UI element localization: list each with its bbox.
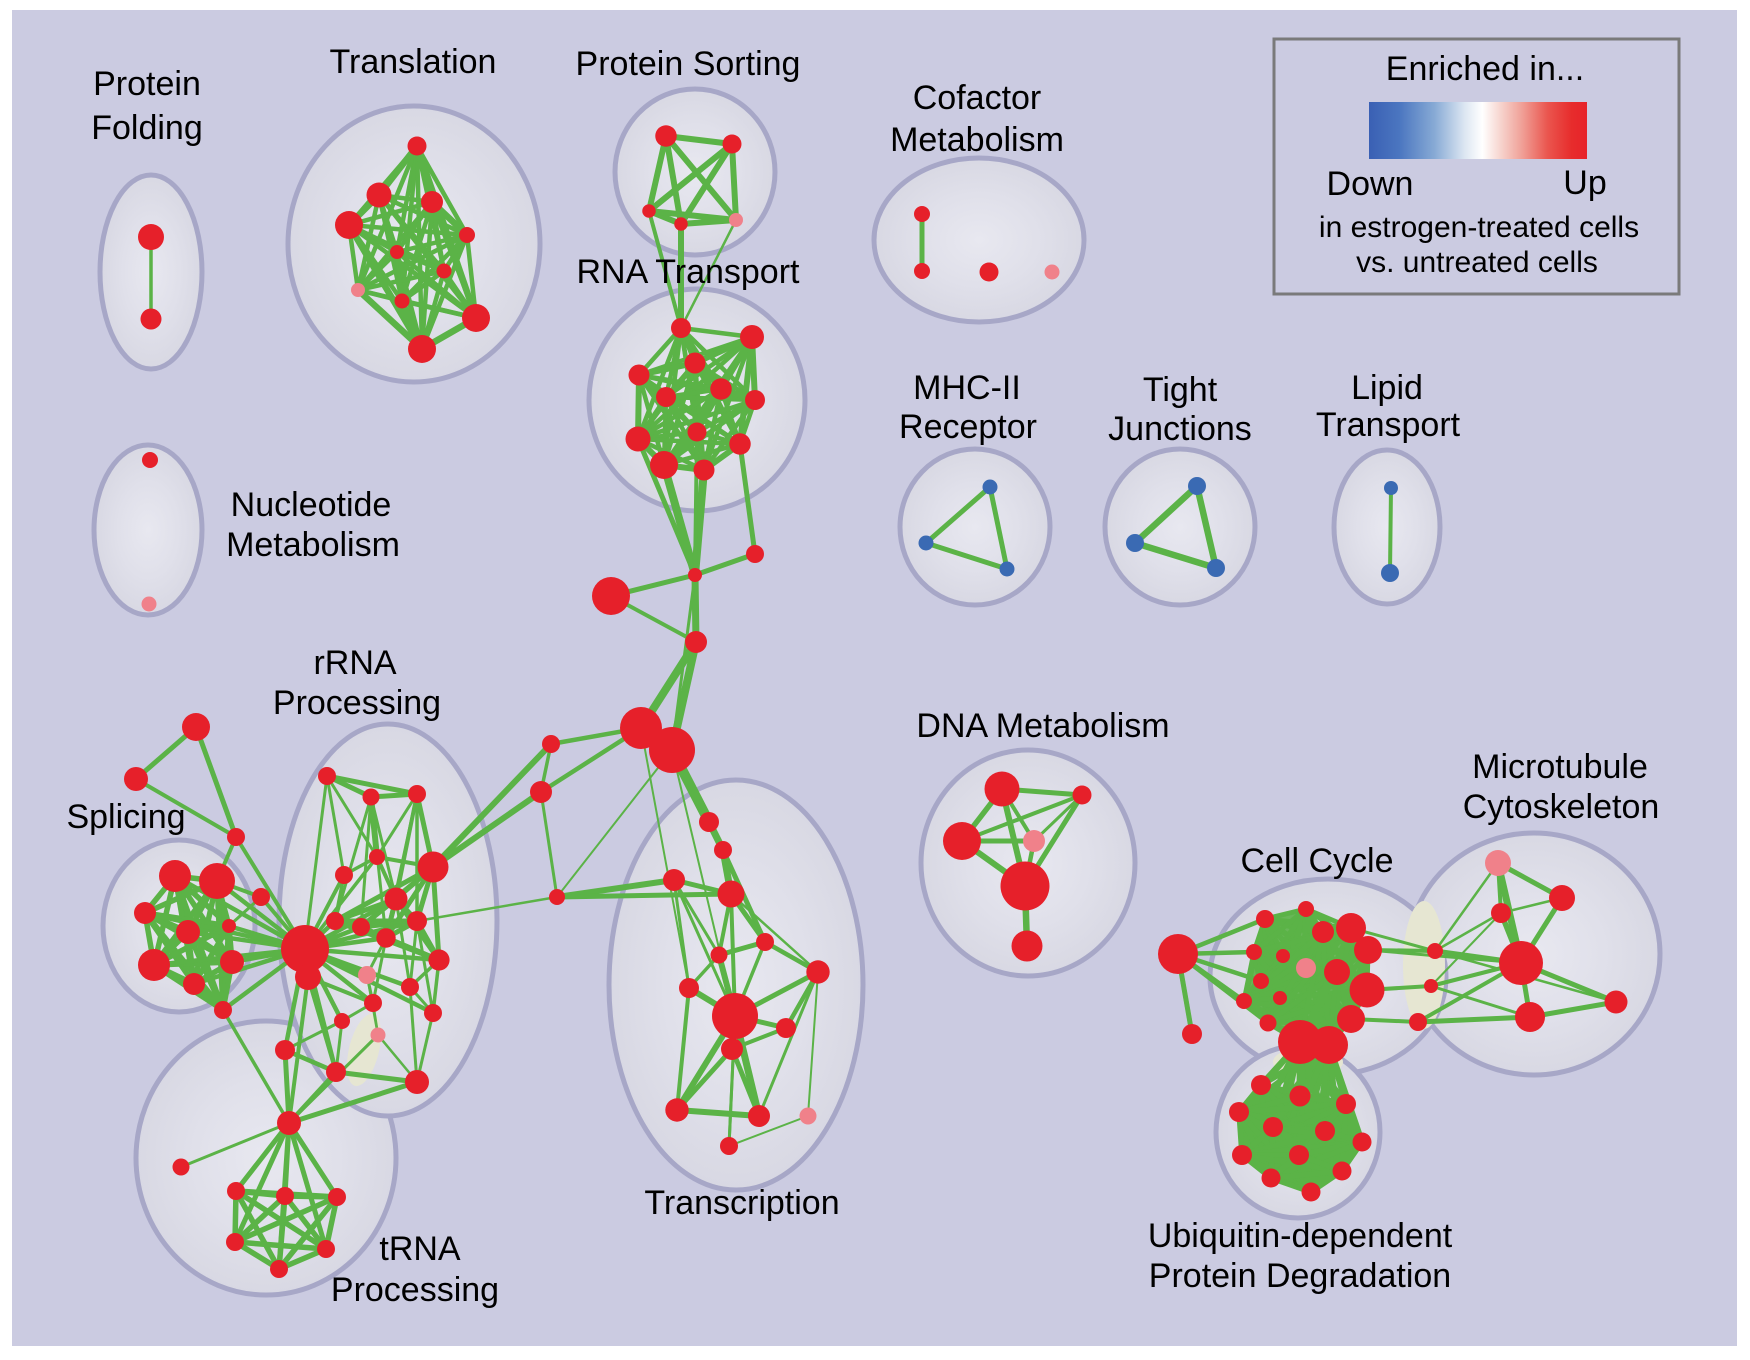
svg-text:Cell Cycle: Cell Cycle [1240, 842, 1393, 880]
svg-text:Processing: Processing [273, 684, 441, 722]
svg-text:vs. untreated cells: vs. untreated cells [1356, 246, 1598, 279]
svg-text:rRNA: rRNA [313, 644, 396, 682]
svg-text:Transcription: Transcription [644, 1184, 839, 1222]
svg-text:Lipid: Lipid [1351, 369, 1423, 407]
svg-text:Down: Down [1327, 165, 1414, 203]
svg-text:Translation: Translation [330, 43, 497, 81]
svg-text:Folding: Folding [91, 109, 203, 147]
svg-text:MHC-II: MHC-II [913, 369, 1021, 407]
svg-text:Cytoskeleton: Cytoskeleton [1463, 788, 1660, 826]
svg-text:Metabolism: Metabolism [890, 121, 1064, 159]
svg-text:Receptor: Receptor [899, 408, 1037, 446]
svg-text:Protein Sorting: Protein Sorting [576, 45, 801, 83]
svg-text:Junctions: Junctions [1108, 410, 1252, 448]
svg-text:Tight: Tight [1143, 371, 1218, 409]
svg-text:Transport: Transport [1316, 406, 1461, 444]
svg-text:Ubiquitin-dependent: Ubiquitin-dependent [1148, 1217, 1453, 1255]
svg-text:Processing: Processing [331, 1271, 499, 1309]
svg-text:Enriched in...: Enriched in... [1386, 50, 1584, 88]
svg-text:Microtubule: Microtubule [1472, 748, 1648, 786]
svg-text:tRNA: tRNA [379, 1230, 461, 1268]
svg-text:Splicing: Splicing [66, 798, 185, 836]
svg-text:Up: Up [1563, 164, 1606, 202]
svg-text:Protein Degradation: Protein Degradation [1149, 1257, 1451, 1295]
svg-text:Nucleotide: Nucleotide [231, 486, 392, 524]
svg-text:DNA Metabolism: DNA Metabolism [916, 707, 1169, 745]
svg-text:Cofactor: Cofactor [913, 79, 1042, 117]
svg-text:in estrogen-treated cells: in estrogen-treated cells [1319, 211, 1639, 244]
svg-text:Protein: Protein [93, 65, 201, 103]
svg-text:RNA Transport: RNA Transport [577, 253, 801, 291]
svg-text:Metabolism: Metabolism [226, 526, 400, 564]
